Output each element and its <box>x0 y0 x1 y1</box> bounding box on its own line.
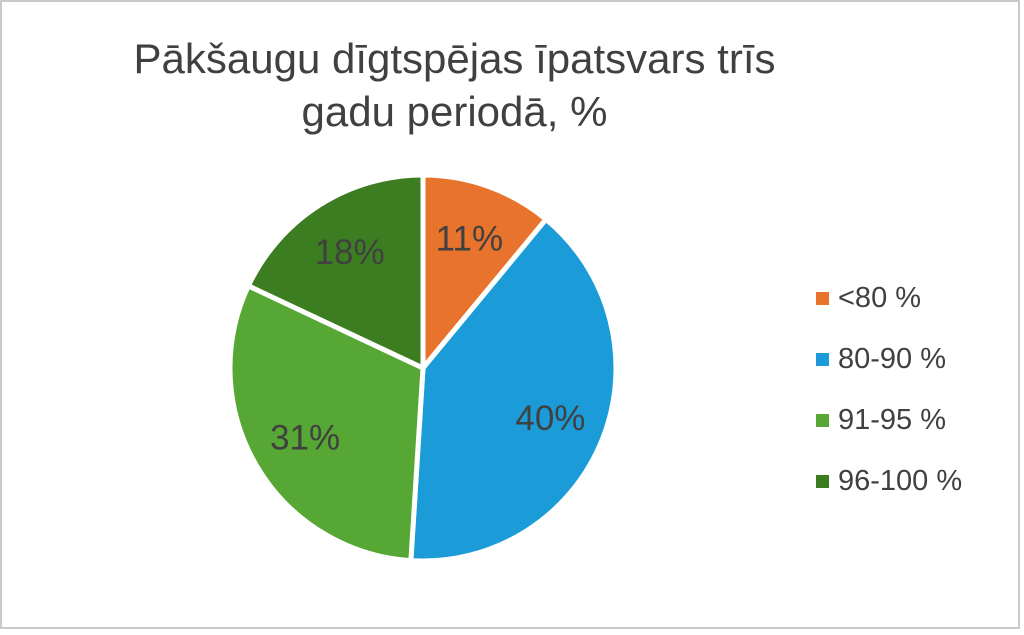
pie-slice-0 <box>420 172 550 375</box>
chart-title: Pākšaugu dīgtspējas īpatsvars trīs gadu … <box>2 32 907 138</box>
chart-title-line1: Pākšaugu dīgtspējas īpatsvars trīs <box>133 35 776 82</box>
chart-title-line2: gadu periodā, % <box>301 88 608 135</box>
legend-label: 80-90 % <box>838 343 947 375</box>
legend-label: 96-100 % <box>838 465 963 497</box>
legend-swatch-icon <box>816 475 829 488</box>
slice-label-3: 18% <box>315 233 385 272</box>
slice-label-2: 31% <box>270 418 340 457</box>
legend-label: <80 % <box>838 282 922 314</box>
slice-label-1: 40% <box>515 399 585 438</box>
slice-label-0: 11% <box>436 220 503 259</box>
pie-slice-1 <box>408 215 619 564</box>
legend-swatch-icon <box>816 353 829 366</box>
legend-swatch-icon <box>816 414 829 427</box>
pie-slice-3 <box>245 172 426 372</box>
legend-swatch-icon <box>816 292 829 305</box>
pie-slice-2 <box>227 282 426 564</box>
legend-item-0: <80 % <box>816 268 962 329</box>
legend-label: 91-95 % <box>838 404 947 436</box>
legend: <80 % 80-90 % 91-95 % 96-100 % <box>816 268 962 512</box>
legend-item-2: 91-95 % <box>816 390 962 451</box>
legend-item-3: 96-100 % <box>816 451 962 512</box>
legend-item-1: 80-90 % <box>816 329 962 390</box>
